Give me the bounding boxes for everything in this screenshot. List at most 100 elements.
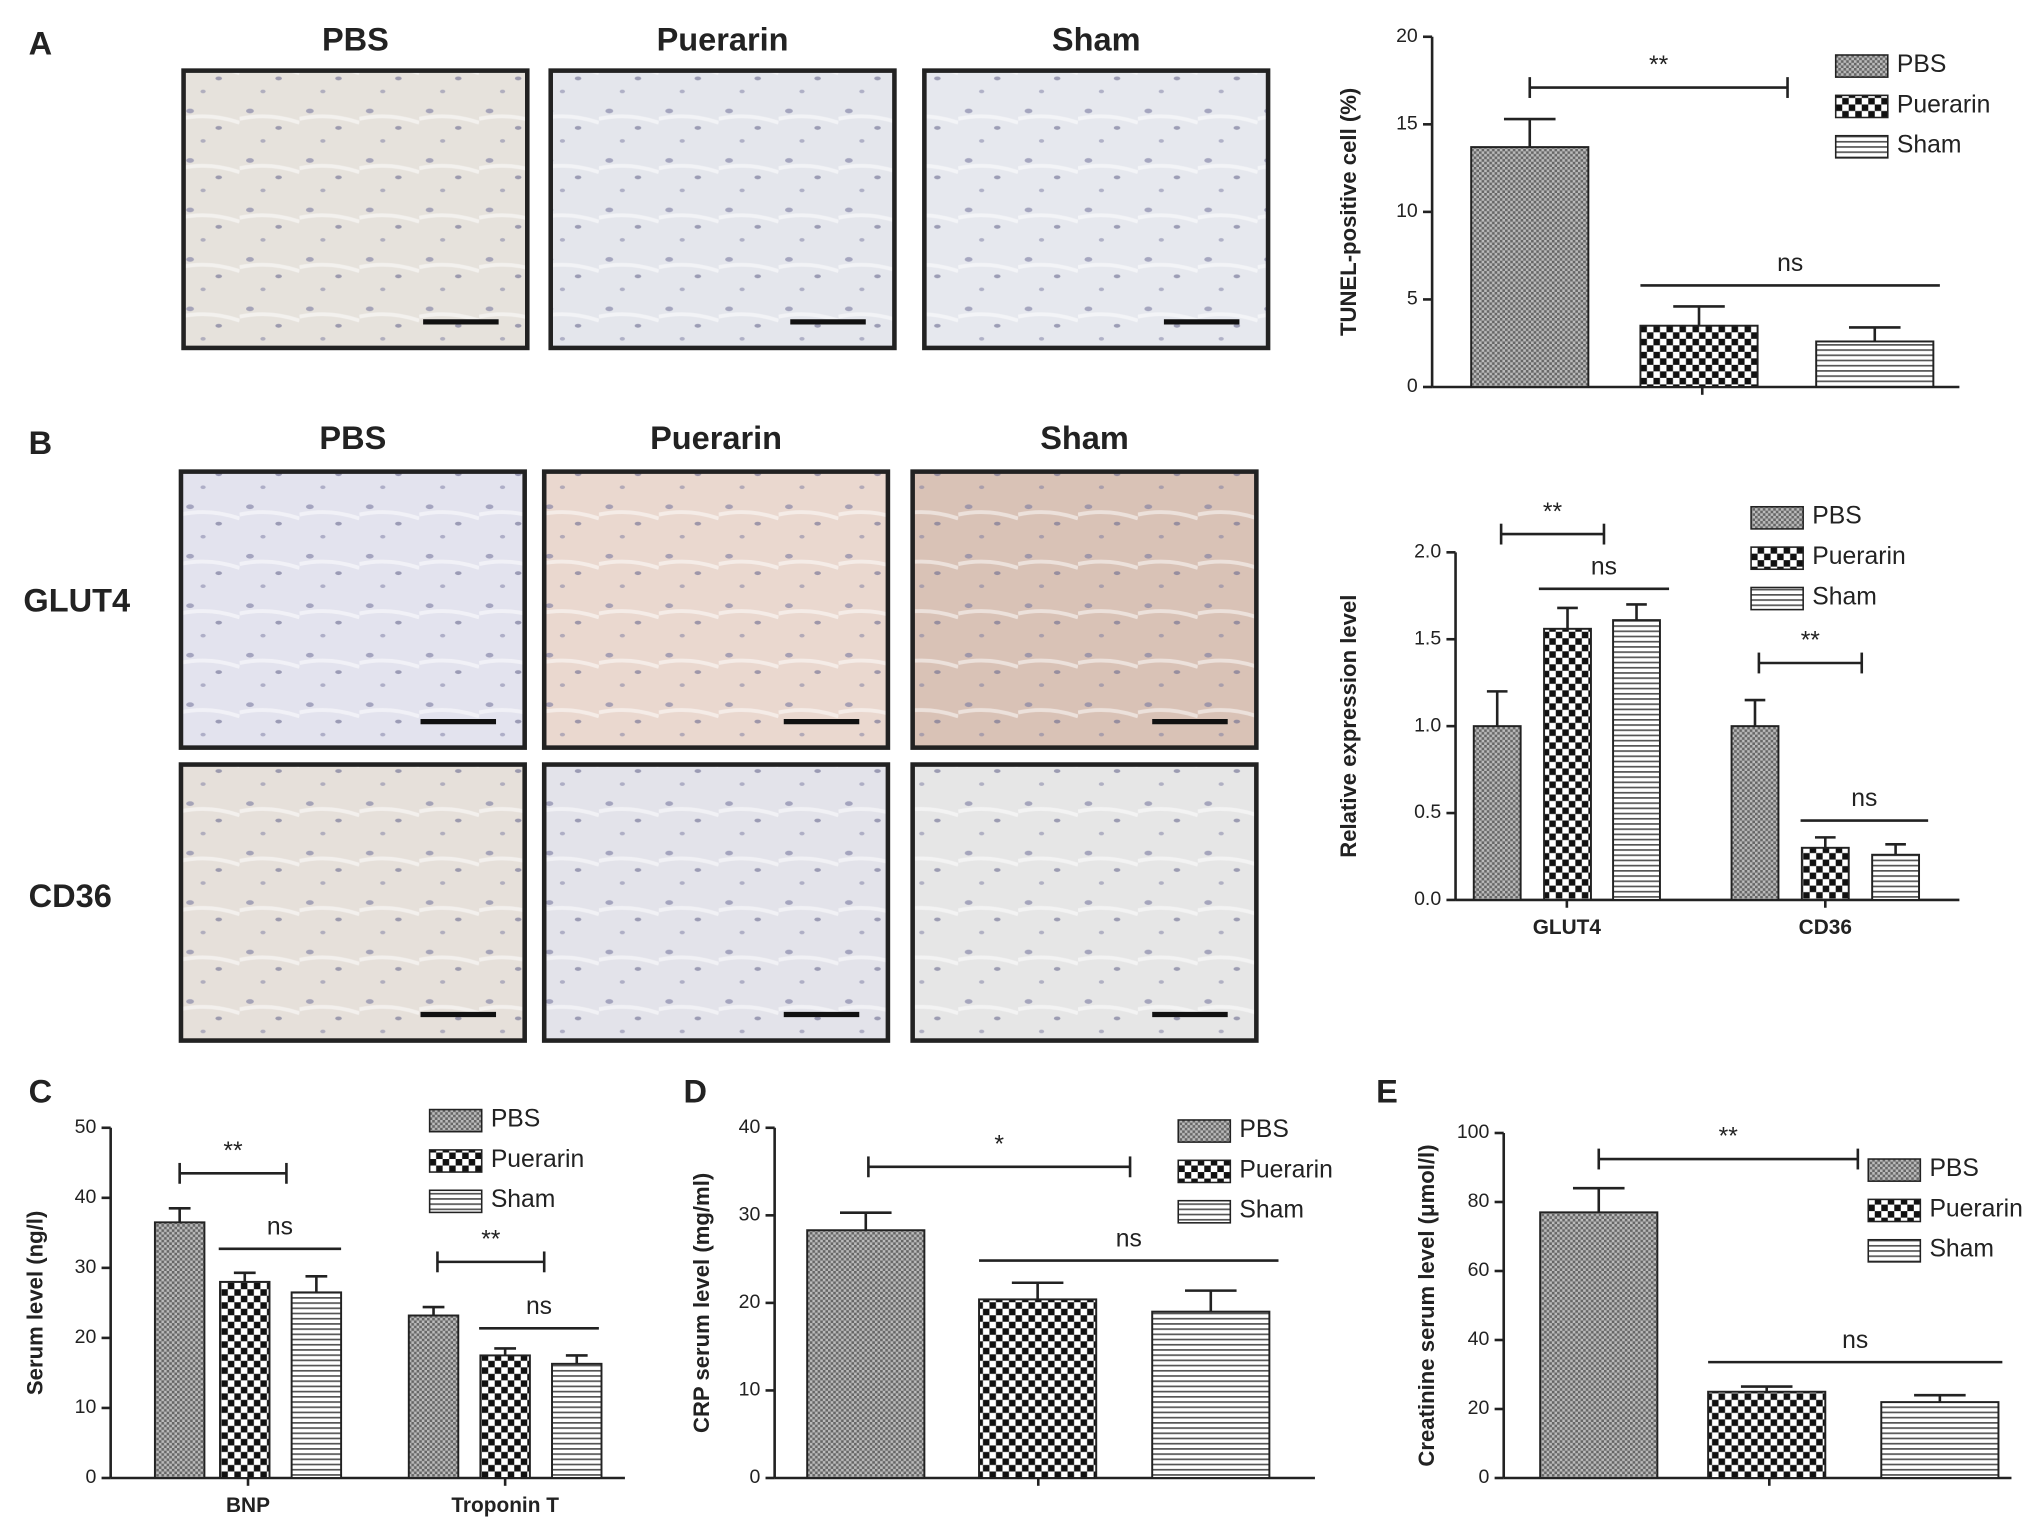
micrograph-texture <box>912 471 1257 748</box>
bar <box>1800 846 1850 901</box>
bar <box>551 1362 603 1479</box>
y-tick-label: 50 <box>75 1116 97 1138</box>
y-axis-label: TUNEL-positive cell (%) <box>1336 88 1361 336</box>
y-tick-label: 1.0 <box>1414 714 1441 736</box>
y-tick-label: 40 <box>739 1116 761 1138</box>
y-tick-label: 10 <box>75 1396 97 1418</box>
micrograph-frame <box>181 68 530 351</box>
y-axis-label: Serum level (ng/l) <box>22 1211 47 1395</box>
legend-label: PBS <box>1812 503 1861 530</box>
legend-swatch <box>1750 586 1804 611</box>
legend-swatch <box>1177 1119 1232 1143</box>
bar <box>806 1229 926 1479</box>
significance-label: ns <box>1842 1327 1868 1354</box>
micrograph-texture <box>544 471 888 748</box>
y-axis-label: Creatinine serum level (μmol/l) <box>1414 1144 1439 1466</box>
legend-swatch <box>1867 1238 1922 1263</box>
y-tick-label: 20 <box>1468 1397 1490 1419</box>
micrograph-frame <box>910 762 1259 1043</box>
micrograph-texture <box>544 764 888 1041</box>
micrograph-frame <box>922 68 1271 351</box>
y-tick-label: 20 <box>75 1326 97 1348</box>
column-label: Puerarin <box>650 420 782 456</box>
bar <box>1815 340 1935 388</box>
significance-label: ns <box>526 1293 552 1320</box>
bar <box>1707 1390 1827 1479</box>
bar <box>1539 1211 1659 1479</box>
row-label: GLUT4 <box>23 583 130 619</box>
micrograph-frame <box>541 762 891 1043</box>
panel-label: E <box>1376 1074 1398 1110</box>
bar <box>1730 725 1780 901</box>
legend-label: Sham <box>1929 1236 1994 1263</box>
bar <box>1639 324 1759 388</box>
legend-label: PBS <box>491 1106 540 1133</box>
legend-swatch <box>1177 1199 1232 1224</box>
x-tick-label: CD36 <box>1799 916 1852 939</box>
micrograph-frame <box>178 762 527 1043</box>
micrograph-frame <box>178 469 527 750</box>
legend-swatch <box>1177 1159 1232 1184</box>
legend-label: Puerarin <box>491 1146 584 1173</box>
significance-label: * <box>994 1132 1004 1159</box>
y-tick-label: 2.0 <box>1414 540 1441 562</box>
legend-swatch <box>428 1189 483 1214</box>
column-label: Sham <box>1040 420 1129 456</box>
legend-swatch <box>1867 1198 1922 1223</box>
significance-label: ns <box>267 1214 293 1241</box>
bar <box>1880 1401 2000 1479</box>
y-tick-label: 80 <box>1468 1190 1490 1212</box>
panel-label: B <box>29 425 53 461</box>
x-tick-label: BNP <box>226 1494 270 1517</box>
legend-label: Puerarin <box>1812 543 1905 570</box>
significance-label: ** <box>1543 499 1563 526</box>
significance-label: ns <box>1851 785 1877 812</box>
bar <box>153 1221 206 1479</box>
legend-swatch <box>1750 505 1804 530</box>
legend-swatch <box>1867 1158 1922 1182</box>
legend-label: Puerarin <box>1929 1195 2022 1222</box>
legend-swatch <box>1750 546 1804 571</box>
y-tick-label: 20 <box>739 1291 761 1313</box>
y-tick-label: 30 <box>75 1256 97 1278</box>
micrograph-frame <box>541 469 891 750</box>
legend-swatch <box>428 1108 483 1133</box>
significance-label: ns <box>1777 250 1803 277</box>
column-label: PBS <box>322 22 389 58</box>
micrograph-texture <box>183 70 528 348</box>
legend-swatch <box>1834 94 1889 119</box>
bar <box>1472 725 1522 901</box>
row-label: CD36 <box>29 878 112 914</box>
significance-label: ns <box>1116 1225 1142 1252</box>
y-tick-label: 0 <box>1407 375 1418 397</box>
bar <box>978 1298 1098 1479</box>
legend-label: PBS <box>1929 1155 1978 1182</box>
y-axis-label: Relative expression level <box>1336 595 1361 858</box>
micrograph-frame <box>548 68 897 351</box>
legend-swatch <box>428 1149 483 1173</box>
y-tick-label: 10 <box>739 1379 761 1401</box>
legend-label: Sham <box>1897 132 1962 159</box>
legend-label: Sham <box>1239 1197 1304 1224</box>
column-label: Puerarin <box>657 22 789 58</box>
legend-label: Sham <box>1812 583 1877 610</box>
micrograph-texture <box>924 70 1269 348</box>
y-tick-label: 30 <box>739 1203 761 1225</box>
micrograph-frame <box>910 469 1259 750</box>
legend-swatch <box>1834 134 1889 159</box>
bar <box>290 1291 343 1479</box>
legend-label: PBS <box>1239 1116 1288 1143</box>
bar <box>1151 1310 1271 1479</box>
panel-label: C <box>29 1074 53 1110</box>
significance-label: ** <box>481 1227 501 1254</box>
legend-swatch <box>1834 54 1889 78</box>
panel-label: A <box>29 25 53 61</box>
y-tick-label: 0.0 <box>1414 888 1441 910</box>
bar <box>1871 853 1921 901</box>
bar <box>479 1354 531 1479</box>
y-tick-label: 0 <box>85 1466 96 1488</box>
y-tick-label: 100 <box>1457 1121 1490 1143</box>
y-tick-label: 0 <box>1479 1466 1490 1488</box>
bar <box>1612 619 1661 901</box>
